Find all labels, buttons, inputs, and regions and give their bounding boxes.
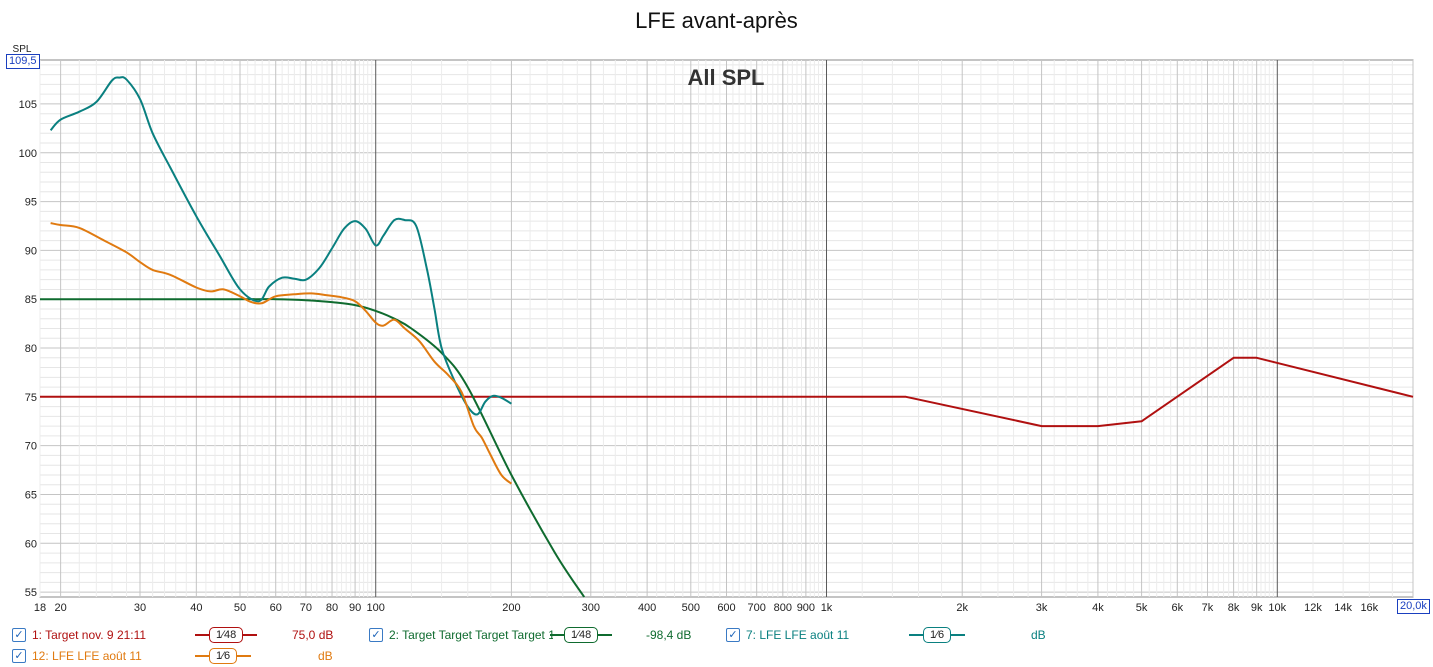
x-tick-label: 1k (821, 602, 833, 614)
x-tick-label: 800 (774, 602, 792, 614)
x-tick-label: 6k (1171, 602, 1183, 614)
x-tick-labels: 18 20 30 40 50 60 70 80 90 100 200 300 400 500 600 700 8… (34, 602, 1379, 614)
legend-label: 2: Target Target Target Target 1 (389, 628, 553, 642)
legend: ✓ 1: Target nov. 9 21:11 1⁄48 75,0 dB ✓ … (0, 624, 1433, 667)
x-tick-label: 400 (638, 602, 656, 614)
legend-value: dB (318, 649, 333, 663)
x-tick-label: 40 (190, 602, 202, 614)
y-tick-label: 80 (25, 343, 37, 355)
legend-value: -98,4 dB (646, 628, 692, 642)
x-tick-label: 4k (1092, 602, 1104, 614)
x-tick-label: 9k (1251, 602, 1263, 614)
legend-label: 7: LFE LFE août 11 (746, 628, 850, 642)
series-line (50, 222, 513, 485)
smoothing-label: 1⁄6 (209, 648, 238, 664)
legend-item-target-nov[interactable]: ✓ 1: Target nov. 9 21:11 (12, 625, 146, 645)
y-tick-label: 60 (25, 538, 37, 550)
x-tick-label: 14k (1334, 602, 1352, 614)
legend-checkbox[interactable]: ✓ (726, 628, 740, 642)
legend-value: 75,0 dB (292, 628, 334, 642)
x-tick-label: 700 (747, 602, 765, 614)
smoothing-control-2[interactable]: 1⁄48 (550, 625, 613, 645)
x-tick-label: 20 (55, 602, 67, 614)
x-tick-label: 3k (1036, 602, 1048, 614)
x-tick-label: 90 (349, 602, 361, 614)
y-tick-label: 85 (25, 294, 37, 306)
x-tick-label: 12k (1304, 602, 1322, 614)
x-tick-label: 500 (682, 602, 700, 614)
smoothing-control-4[interactable]: 1⁄6 (195, 646, 252, 666)
y-tick-label: 95 (25, 197, 37, 209)
grid (39, 60, 1414, 597)
plot-area[interactable]: 55 60 65 70 75 80 85 90 95 100 105 18 20 30 40 50 60 70 8… (0, 0, 1433, 624)
x-tick-label: 200 (502, 602, 520, 614)
legend-checkbox[interactable]: ✓ (12, 649, 26, 663)
series-group (40, 76, 1414, 598)
x-tick-label: 300 (582, 602, 600, 614)
x-tick-label: 900 (797, 602, 815, 614)
x-tick-label: 80 (326, 602, 338, 614)
legend-checkbox[interactable]: ✓ (12, 628, 26, 642)
x-tick-label: 2k (956, 602, 968, 614)
smoothing-control-1[interactable]: 1⁄48 (195, 625, 258, 645)
x-tick-label: 60 (270, 602, 282, 614)
y-tick-label: 65 (25, 489, 37, 501)
y-tick-label: 70 (25, 441, 37, 453)
smoothing-label: 1⁄48 (209, 627, 244, 643)
chart-title: LFE avant-après (635, 8, 798, 33)
x-tick-label: 18 (34, 602, 46, 614)
smoothing-label: 1⁄6 (923, 627, 952, 643)
legend-label: 1: Target nov. 9 21:11 (32, 628, 147, 642)
legend-label: 12: LFE LFE août 11 (32, 649, 142, 663)
x-tick-label: 16k (1360, 602, 1378, 614)
legend-item-lfe-2[interactable]: ✓ 12: LFE LFE août 11 (12, 646, 142, 666)
smoothing-label: 1⁄48 (564, 627, 599, 643)
smoothing-control-3[interactable]: 1⁄6 (909, 625, 966, 645)
y-axis-label: SPL (13, 44, 32, 55)
x-tick-label: 5k (1136, 602, 1148, 614)
x-tick-label: 8k (1228, 602, 1240, 614)
x-tick-label: 50 (234, 602, 246, 614)
legend-checkbox[interactable]: ✓ (369, 628, 383, 642)
x-tick-label: 70 (300, 602, 312, 614)
legend-item-target-target[interactable]: ✓ 2: Target Target Target Target 1 (369, 625, 553, 645)
x-tick-label: 100 (367, 602, 385, 614)
x-tick-label: 30 (134, 602, 146, 614)
series-line (49, 76, 512, 416)
chart-annotation: All SPL (687, 65, 764, 90)
x-tick-label: 7k (1202, 602, 1214, 614)
series-line (40, 356, 1414, 428)
legend-item-lfe-1[interactable]: ✓ 7: LFE LFE août 11 (726, 625, 849, 645)
x-tick-label: 10k (1268, 602, 1286, 614)
y-tick-label: 55 (25, 587, 37, 599)
y-tick-label: 100 (19, 148, 37, 160)
x-max-readout[interactable]: 20,0k (1397, 599, 1430, 614)
legend-value: dB (1031, 628, 1046, 642)
x-tick-label: 600 (717, 602, 735, 614)
y-max-readout[interactable]: 109,5 (6, 54, 40, 69)
y-tick-label: 105 (19, 99, 37, 111)
y-tick-labels: 55 60 65 70 75 80 85 90 95 100 105 (19, 99, 37, 599)
y-tick-label: 90 (25, 245, 37, 257)
y-tick-label: 75 (25, 392, 37, 404)
